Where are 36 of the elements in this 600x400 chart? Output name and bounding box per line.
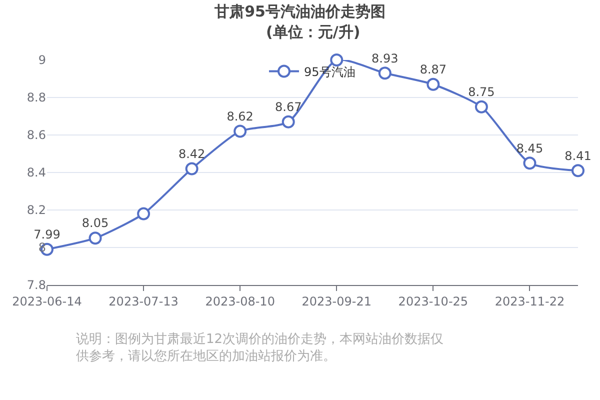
- y-tick-label: 8.8: [26, 90, 46, 105]
- point: [282, 115, 295, 128]
- x-tick-label: 2023-08-10: [205, 294, 275, 308]
- y-tick-label: 8.6: [26, 128, 46, 142]
- data-label: 8.42: [178, 146, 206, 161]
- x-tick-label: 2023-07-13: [108, 294, 178, 308]
- data-label: 8.67: [275, 100, 302, 114]
- data-label: 7.99: [34, 228, 60, 242]
- x-tick-label: 2023-11-22: [494, 294, 565, 308]
- data-label: 8.05: [82, 216, 109, 230]
- data-label: 8.75: [468, 85, 495, 100]
- point: [137, 207, 150, 220]
- data-label: 8.93: [372, 51, 398, 66]
- y-tick-label: 9: [38, 53, 46, 68]
- point: [88, 232, 102, 245]
- y-tick-label: 8.2: [26, 203, 46, 218]
- data-label: 8.45: [516, 141, 544, 156]
- point: [474, 100, 488, 114]
- point: [378, 66, 392, 80]
- chart-subtitle: (单位：元/升): [266, 23, 360, 41]
- point: [426, 78, 440, 91]
- y-tick-label: 7.8: [26, 278, 46, 292]
- x-tick-label: 2023-09-21: [302, 294, 372, 308]
- data-label: 8.87: [420, 62, 447, 77]
- y-tick-label: 8.4: [26, 166, 46, 180]
- text: 说明：图例为甘肃最近12次调价的油价走势，本网站油价数据仅供参考，请以您所在地区的加油站报价为准。: [76, 332, 444, 364]
- point: [234, 124, 247, 138]
- point: [185, 162, 198, 176]
- x-tick-label: 2023-06-14: [12, 294, 82, 308]
- x-tick-label: 2023-10-25: [398, 294, 468, 308]
- data-label: 8.62: [226, 109, 254, 124]
- point: [572, 164, 584, 178]
- chart-title: 甘肃95号汽油油价走势图: [214, 2, 386, 20]
- point: [330, 54, 344, 66]
- data-label: 8.41: [564, 148, 592, 163]
- point: [523, 156, 536, 170]
